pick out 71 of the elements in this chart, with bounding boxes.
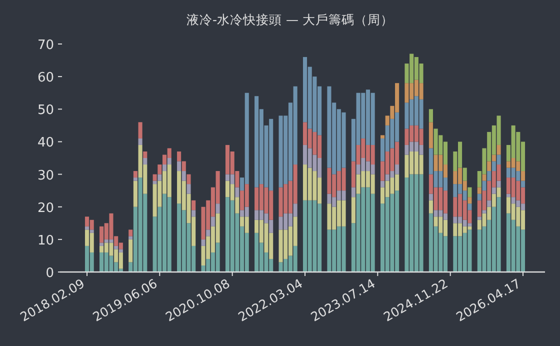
bar xyxy=(482,180,486,191)
bar xyxy=(128,230,133,236)
bar xyxy=(192,210,196,217)
bar xyxy=(84,226,90,230)
bar xyxy=(487,161,492,172)
bar xyxy=(487,171,492,181)
ytick: 60 xyxy=(37,70,54,86)
bar xyxy=(177,161,182,172)
bar xyxy=(138,138,142,145)
bar xyxy=(177,151,182,162)
bar xyxy=(380,180,385,188)
bar xyxy=(114,246,118,250)
bar xyxy=(182,161,186,172)
bar xyxy=(477,216,482,220)
bar xyxy=(158,174,162,181)
bar xyxy=(182,171,186,181)
bar xyxy=(118,249,123,252)
bar xyxy=(128,239,133,262)
title: 液冷-水冷快接頭 — 大戶籌碼（周） xyxy=(186,12,394,27)
bar xyxy=(158,164,162,174)
bar xyxy=(477,194,482,200)
bar xyxy=(138,122,142,138)
bar xyxy=(210,216,215,226)
bar xyxy=(133,180,138,207)
bar xyxy=(496,144,501,155)
bar xyxy=(492,154,496,162)
bar xyxy=(428,200,433,214)
bar xyxy=(162,164,167,172)
bar xyxy=(143,158,148,165)
bar xyxy=(506,194,510,198)
bar xyxy=(143,151,148,158)
bar xyxy=(201,239,206,246)
bar xyxy=(192,200,196,210)
bar xyxy=(492,187,496,194)
ytick: 50 xyxy=(37,103,54,118)
bar xyxy=(520,180,526,188)
bar xyxy=(133,178,138,181)
bar xyxy=(428,109,433,122)
bar xyxy=(235,187,240,198)
bar xyxy=(90,230,94,233)
ytick: 40 xyxy=(37,136,54,151)
ytick: 20 xyxy=(37,200,54,216)
bar xyxy=(216,204,220,214)
bar xyxy=(152,174,157,181)
bar xyxy=(128,236,133,240)
bar xyxy=(100,242,104,246)
bar xyxy=(351,197,356,224)
bar xyxy=(380,135,385,138)
bar xyxy=(186,174,191,184)
bar xyxy=(152,180,157,184)
bar xyxy=(428,194,433,200)
bar xyxy=(477,187,482,194)
bar xyxy=(167,158,172,165)
bar xyxy=(206,230,210,236)
ytick: 30 xyxy=(37,168,54,184)
bar xyxy=(496,180,501,188)
bar xyxy=(482,210,486,214)
bar xyxy=(487,200,492,207)
bar xyxy=(468,204,472,210)
bar xyxy=(133,171,138,178)
bar xyxy=(468,197,472,204)
bar xyxy=(351,187,356,198)
ytick: 10 xyxy=(37,233,54,248)
ytick: 70 xyxy=(37,38,54,53)
bar xyxy=(462,168,467,181)
bar xyxy=(186,184,191,194)
bar xyxy=(482,174,486,181)
bar xyxy=(520,171,526,181)
ytick: 0 xyxy=(46,266,54,281)
bar xyxy=(428,122,433,148)
bar xyxy=(468,187,472,198)
